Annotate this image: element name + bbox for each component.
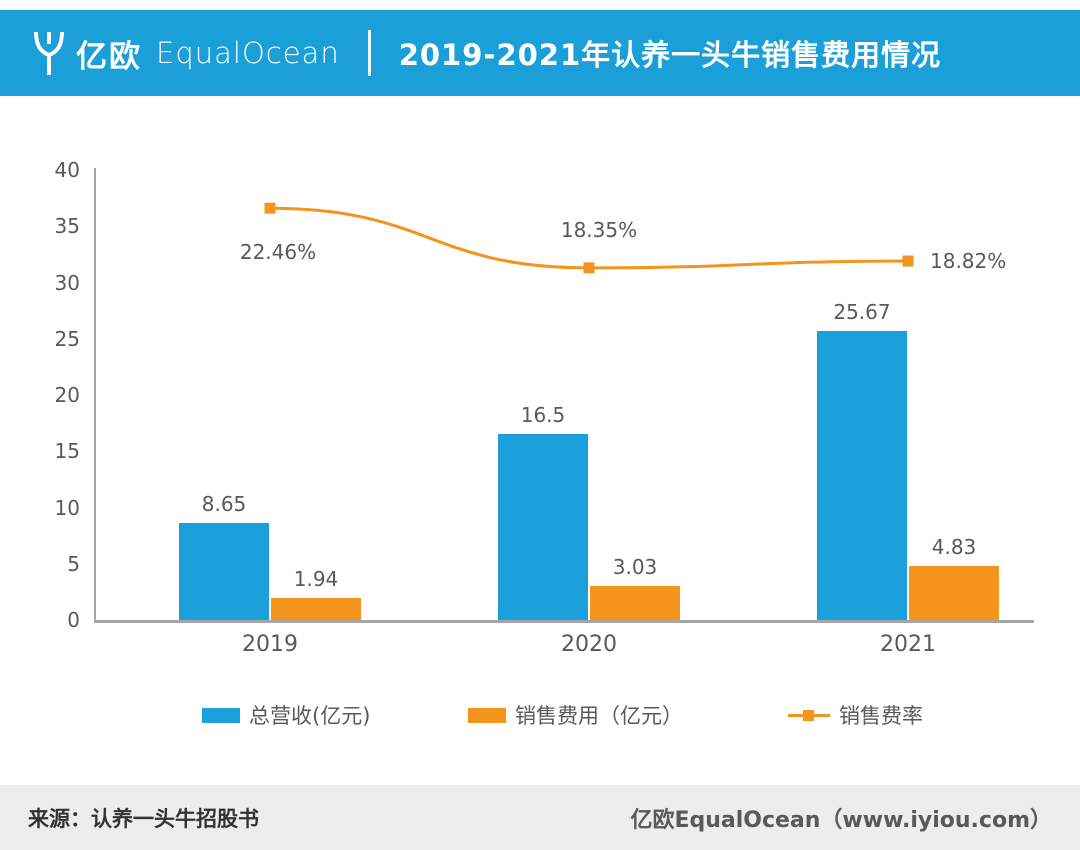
y-axis-tick-label: 25: [54, 326, 80, 351]
legend-swatch-expense: [468, 707, 506, 723]
bar-expense: [909, 565, 999, 620]
bar-revenue: [498, 434, 588, 620]
legend-label-revenue: 总营收(亿元): [249, 704, 371, 728]
x-axis-tick-label: 2019: [242, 632, 298, 657]
legend-label-expense: 销售费用（亿元）: [515, 704, 683, 728]
rate-marker: [583, 262, 595, 274]
footer: 来源：认养一头牛招股书 亿欧EqualOcean（www.iyiou.com）: [0, 785, 1080, 850]
bar-expense: [590, 585, 680, 620]
legend-item-expense: 销售费用（亿元）: [468, 700, 683, 730]
bar-value-label: 4.83: [931, 534, 977, 559]
y-axis-tick-label: 10: [54, 495, 80, 520]
y-axis-tick-label: 35: [54, 214, 80, 239]
rate-value-label: 18.35%: [560, 217, 638, 242]
y-axis-tick-label: 30: [54, 270, 80, 295]
legend-swatch-revenue: [202, 707, 240, 723]
y-axis-tick-label: 5: [67, 551, 80, 576]
legend-line-marker-rate: [788, 708, 830, 723]
rate-marker: [902, 255, 914, 267]
bar-value-label: 8.65: [201, 491, 247, 516]
equalocean-logo: 亿欧 EqualOcean: [32, 30, 340, 76]
rate-marker: [264, 202, 276, 214]
rate-value-label: 18.82%: [930, 249, 1007, 274]
equalocean-logo-icon: [34, 31, 64, 75]
footer-site-text: 亿欧EqualOcean（www.iyiou.com）: [630, 807, 1052, 833]
y-axis-tick-label: 40: [54, 158, 80, 182]
header: 亿欧 EqualOcean 2019-2021年认养一头牛销售费用情况: [0, 10, 1080, 96]
legend-item-revenue: 总营收(亿元): [202, 700, 370, 730]
x-axis-line: [94, 620, 1034, 623]
page-title: 2019-2021年认养一头牛销售费用情况: [398, 38, 942, 72]
y-axis-tick-label: 20: [54, 383, 80, 407]
bar-value-label: 16.5: [520, 403, 566, 428]
y-axis-line: [94, 168, 96, 622]
y-axis-tick-label: 15: [54, 439, 80, 464]
footer-source-text: 来源：认养一头牛招股书: [28, 806, 259, 831]
logo-text-en: EqualOcean: [156, 36, 340, 70]
legend-label-rate: 销售费率: [839, 704, 923, 728]
x-axis-tick-label: 2020: [561, 632, 617, 657]
bar-value-label: 25.67: [833, 300, 891, 325]
bar-revenue: [817, 331, 907, 620]
y-axis-tick-label: 0: [67, 608, 80, 632]
x-axis-tick-label: 2021: [880, 632, 936, 657]
legend: 总营收(亿元) 销售费用（亿元） 销售费率: [0, 700, 1080, 730]
bar-value-label: 3.03: [612, 554, 658, 579]
legend-item-rate: 销售费率: [788, 700, 923, 730]
bar-expense: [271, 598, 361, 620]
rate-value-label: 22.46%: [239, 240, 317, 265]
header-divider: [367, 30, 371, 76]
bar-revenue: [179, 522, 269, 620]
logo-text-cn: 亿欧: [76, 38, 142, 75]
bar-value-label: 1.94: [293, 567, 339, 592]
